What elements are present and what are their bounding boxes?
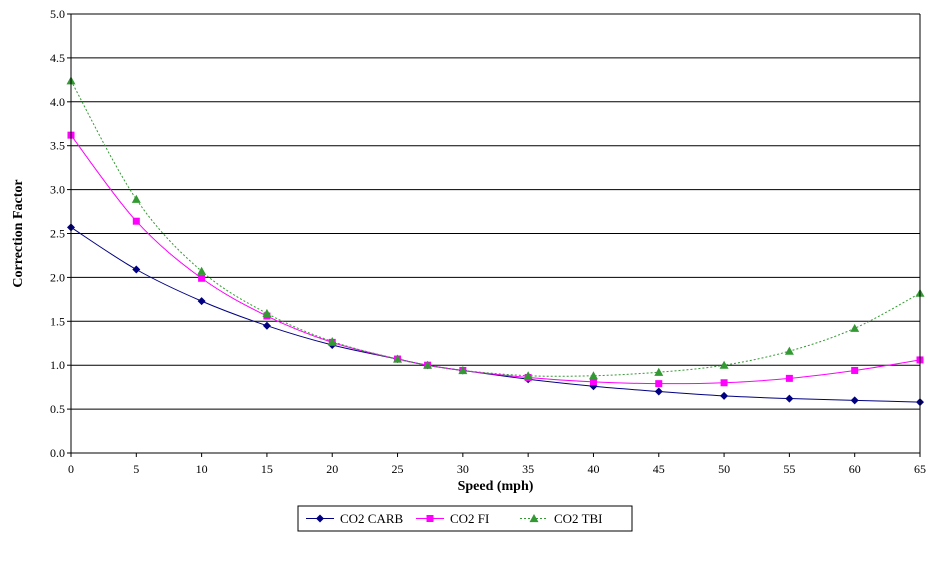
data-point-co2-fi: [720, 379, 728, 387]
data-point-co2-tbi: [654, 367, 664, 376]
x-tick-label: 60: [849, 462, 861, 476]
data-point-co2-carb: [850, 396, 859, 405]
data-point-co2-fi: [589, 378, 597, 386]
y-tick-label: 0.0: [50, 446, 65, 460]
y-tick-label: 0.5: [50, 402, 65, 416]
data-point-co2-tbi: [588, 371, 598, 380]
data-point-co2-fi: [851, 366, 859, 374]
data-point-co2-fi: [198, 274, 206, 282]
data-point-co2-tbi: [719, 360, 729, 369]
x-tick-label: 20: [326, 462, 338, 476]
data-point-co2-tbi: [262, 308, 272, 317]
x-tick-label: 50: [718, 462, 730, 476]
data-point-co2-fi: [785, 374, 793, 382]
data-point-co2-tbi: [393, 354, 403, 363]
data-point-co2-carb: [654, 387, 663, 396]
x-tick-labels: 0 5 10 15 20 25 30 35 40 45 50 55 60 65: [68, 462, 926, 476]
legend-label-co2-tbi: CO2 TBI: [554, 511, 603, 526]
axes: [67, 13, 921, 457]
series-markers: [66, 76, 925, 407]
legend: CO2 CARB CO2 FI CO2 TBI: [297, 505, 633, 532]
series-line-co2-fi: [70, 134, 921, 385]
data-point-co2-tbi: [850, 323, 860, 332]
legend-items: CO2 CARB CO2 FI CO2 TBI: [306, 511, 603, 526]
y-tick-labels: 0.0 0.5 1.0 1.5 2.0 2.5 3.0 3.5 4.0 4.5 5.0: [50, 7, 65, 460]
data-point-co2-tbi: [458, 365, 468, 375]
x-tick-label: 5: [133, 462, 139, 476]
x-tick-label: 45: [653, 462, 665, 476]
data-point-co2-tbi: [523, 371, 533, 380]
x-tick-label: 35: [522, 462, 534, 476]
data-point-co2-carb: [785, 394, 794, 403]
series-line-co2-tbi: [70, 80, 921, 377]
data-point-co2-fi: [655, 380, 663, 388]
legend-label-co2-carb: CO2 CARB: [340, 511, 404, 526]
data-point-co2-carb: [720, 391, 729, 400]
x-tick-label: 0: [68, 462, 74, 476]
legend-marker-co2-carb: [316, 514, 324, 523]
x-axis-title: Speed (mph): [458, 479, 534, 494]
data-point-co2-tbi: [327, 336, 337, 346]
y-tick-label: 3.0: [50, 183, 65, 197]
x-tick-label: 55: [783, 462, 795, 476]
y-tick-label: 2.5: [50, 227, 65, 241]
data-point-co2-tbi: [423, 360, 433, 369]
y-tick-label: 4.5: [50, 51, 65, 65]
data-point-co2-tbi: [784, 346, 794, 355]
x-tick-label: 10: [196, 462, 208, 476]
x-tick-label: 15: [261, 462, 273, 476]
x-tick-label: 40: [587, 462, 599, 476]
legend-box: [297, 505, 633, 532]
legend-label-co2-fi: CO2 FI: [450, 511, 489, 526]
y-tick-label: 1.0: [50, 358, 65, 372]
data-point-co2-carb: [197, 297, 206, 306]
x-tick-label: 25: [392, 462, 404, 476]
data-point-co2-carb: [262, 321, 271, 330]
y-tick-label: 2.0: [50, 270, 65, 284]
legend-marker-co2-fi: [426, 515, 434, 522]
legend-marker-co2-tbi: [529, 514, 539, 523]
data-point-co2-tbi: [197, 266, 207, 275]
data-point-co2-tbi: [131, 194, 141, 203]
x-tick-label: 65: [914, 462, 926, 476]
y-tick-label: 4.0: [50, 95, 65, 109]
y-tick-label: 5.0: [50, 7, 65, 21]
data-point-co2-carb: [132, 265, 141, 274]
y-tick-label: 1.5: [50, 314, 65, 328]
y-tick-label: 3.5: [50, 139, 65, 153]
x-tick-label: 30: [457, 462, 469, 476]
y-axis-title: Correction Factor: [11, 179, 26, 287]
data-point-co2-fi: [132, 217, 140, 225]
